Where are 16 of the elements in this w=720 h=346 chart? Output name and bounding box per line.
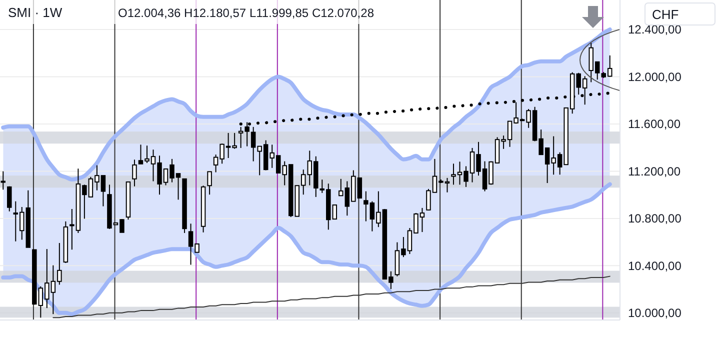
line-series	[52, 276, 610, 318]
y-tick-label: 11.600,00	[628, 117, 681, 132]
y-tick-label: 11.200,00	[628, 164, 681, 178]
text: O12.004,36 H12.180,57 L11.999,85 C12.070,28	[118, 6, 374, 20]
candlestick	[0, 170, 6, 190]
text: CHF	[652, 7, 679, 22]
candlestick	[207, 171, 212, 196]
chart-title: SMI · 1W	[8, 5, 63, 20]
candlestick	[7, 186, 12, 212]
y-tick-label: 10.800,00	[628, 212, 682, 226]
y-tick-label: 10.000,00	[628, 306, 682, 320]
y-tick-label: 10.400,00	[628, 258, 682, 273]
line-series	[1, 182, 612, 316]
y-tick-label: 12.400,00	[628, 22, 682, 37]
y-tick-label: 12.000,00	[628, 70, 682, 84]
candlestick	[132, 159, 137, 187]
